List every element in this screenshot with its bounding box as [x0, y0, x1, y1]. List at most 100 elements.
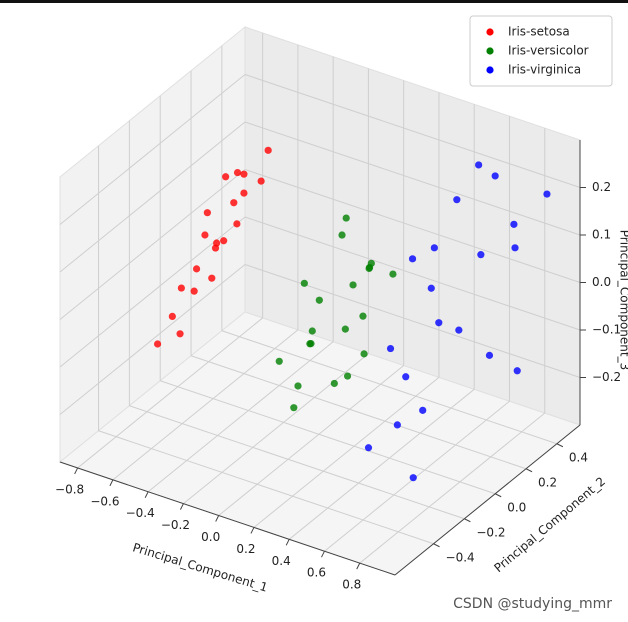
grid — [59, 32, 586, 576]
point — [300, 279, 308, 287]
tick-label: −0.6 — [90, 494, 119, 508]
point — [264, 146, 272, 154]
tick-label: 0.1 — [592, 228, 611, 242]
point — [201, 231, 209, 239]
grid-line — [324, 400, 510, 552]
point — [307, 339, 315, 348]
tick-mark — [433, 543, 440, 548]
legend: Iris-setosa Iris-versicolor Iris-virginica — [469, 15, 613, 87]
grid-line — [218, 365, 404, 516]
grid-line — [244, 74, 581, 188]
tick-label: −0.2 — [592, 370, 621, 384]
point — [389, 270, 397, 278]
point — [367, 259, 375, 267]
grid-line — [244, 169, 581, 283]
tick-label: 0.4 — [569, 450, 588, 464]
point — [233, 220, 241, 228]
grid-line — [112, 329, 299, 481]
tick-mark — [250, 527, 255, 534]
point — [402, 373, 410, 381]
tick-mark — [321, 550, 325, 558]
point — [477, 251, 485, 259]
point — [240, 170, 248, 178]
x-axis-line — [59, 461, 396, 576]
tick-label: −0.1 — [592, 323, 621, 337]
tick-mark — [285, 539, 290, 546]
labels: −0.8−0.6−0.4−0.20.00.20.40.60.8−0.4−0.20… — [55, 180, 621, 592]
grid-line — [59, 169, 246, 320]
tick-mark — [356, 562, 361, 570]
point — [213, 239, 221, 247]
grid-line — [160, 380, 496, 495]
tick-label: 0.2 — [538, 475, 557, 489]
point — [427, 284, 435, 292]
point — [543, 190, 551, 198]
grid-line — [359, 412, 546, 564]
point — [343, 372, 352, 380]
legend-marker — [486, 47, 494, 55]
grid-line — [221, 330, 558, 445]
point — [257, 177, 265, 185]
point — [330, 379, 338, 388]
grid-line — [59, 121, 246, 273]
point — [338, 231, 346, 239]
point — [290, 404, 298, 412]
tick-mark — [464, 518, 471, 523]
point — [315, 296, 323, 304]
legend-marker — [486, 66, 494, 74]
grid-line — [253, 377, 440, 528]
point — [153, 340, 162, 348]
point — [364, 444, 373, 452]
grid-line — [59, 264, 246, 415]
tick-label: 0.8 — [342, 578, 361, 592]
point — [455, 326, 463, 334]
tick-label: 0.4 — [272, 554, 291, 568]
point — [435, 319, 443, 327]
point — [393, 421, 401, 429]
point — [308, 327, 316, 335]
point — [430, 244, 438, 252]
tick-label: 0.0 — [592, 275, 611, 289]
point — [222, 173, 230, 181]
grid-line — [288, 388, 475, 540]
z-axis-label: Principal_Component_3 — [618, 230, 628, 370]
tick-label: 0.2 — [592, 180, 611, 194]
point — [513, 367, 521, 375]
point — [176, 330, 184, 338]
legend-label: Iris-setosa — [508, 25, 570, 39]
point — [177, 284, 185, 292]
tick-label: 0.6 — [307, 566, 326, 580]
point — [453, 196, 461, 204]
point — [475, 161, 483, 169]
point — [192, 265, 201, 273]
point — [275, 357, 283, 365]
tick-label: −0.8 — [55, 482, 84, 496]
y-axis-line — [394, 424, 581, 576]
point — [233, 168, 242, 177]
tick-label: 0.0 — [507, 500, 526, 514]
grid-line — [244, 121, 581, 236]
legend-label: Iris-versicolor — [508, 44, 589, 58]
tick-label: −0.4 — [126, 506, 155, 520]
point — [485, 351, 494, 359]
tick-mark — [215, 515, 220, 522]
tick-label: 0.0 — [201, 530, 220, 544]
grid-line — [77, 317, 263, 469]
tick-label: −0.4 — [446, 550, 475, 564]
point — [510, 220, 518, 228]
tick-mark — [144, 491, 149, 498]
point — [409, 474, 417, 482]
tick-label: 0.2 — [236, 542, 255, 556]
grid-line — [59, 74, 246, 225]
watermark: CSDN @studying_mmr — [453, 596, 612, 612]
grid-line — [98, 430, 434, 545]
point — [359, 312, 367, 320]
tick-mark — [179, 503, 184, 510]
point — [168, 312, 176, 320]
point — [220, 237, 228, 245]
tick-label: −0.2 — [476, 525, 505, 539]
point — [491, 172, 499, 180]
point — [240, 189, 248, 197]
point — [511, 244, 519, 252]
legend-box — [469, 15, 613, 87]
